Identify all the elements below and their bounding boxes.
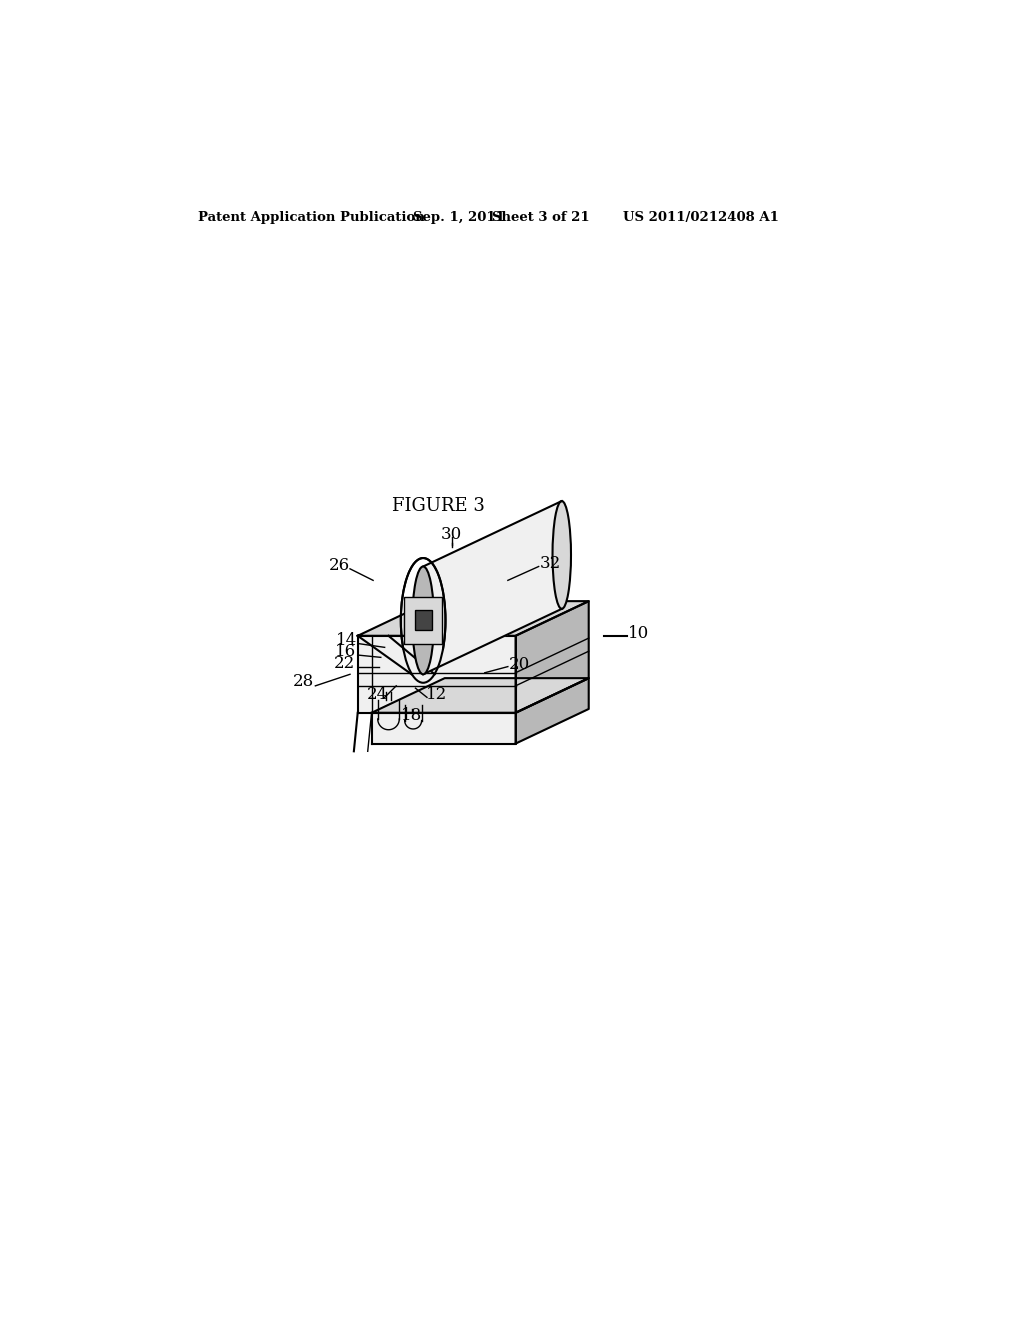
Polygon shape: [515, 601, 589, 713]
Ellipse shape: [413, 566, 434, 675]
Bar: [415, 610, 432, 631]
Text: 32: 32: [540, 554, 561, 572]
Text: 16: 16: [335, 643, 356, 660]
Text: 20: 20: [509, 656, 530, 673]
Text: Patent Application Publication: Patent Application Publication: [199, 211, 425, 224]
Ellipse shape: [553, 502, 571, 609]
Text: 18: 18: [401, 708, 422, 725]
Text: US 2011/0212408 A1: US 2011/0212408 A1: [624, 211, 779, 224]
Polygon shape: [515, 678, 589, 743]
Text: 24: 24: [367, 686, 388, 702]
Text: FIGURE 3: FIGURE 3: [392, 498, 485, 515]
Text: 10: 10: [628, 624, 649, 642]
Polygon shape: [357, 601, 589, 636]
Bar: [403, 597, 442, 644]
Text: Sep. 1, 2011: Sep. 1, 2011: [413, 211, 505, 224]
Text: Sheet 3 of 21: Sheet 3 of 21: [493, 211, 590, 224]
Text: 14: 14: [336, 632, 356, 649]
Polygon shape: [423, 502, 562, 675]
Polygon shape: [357, 636, 515, 713]
Bar: [415, 610, 432, 631]
Text: 22: 22: [334, 655, 355, 672]
Text: 26: 26: [329, 557, 350, 574]
Polygon shape: [372, 713, 515, 743]
Text: 30: 30: [441, 525, 462, 543]
Polygon shape: [372, 678, 589, 713]
Text: 28: 28: [293, 673, 314, 690]
Text: 12: 12: [426, 686, 446, 702]
